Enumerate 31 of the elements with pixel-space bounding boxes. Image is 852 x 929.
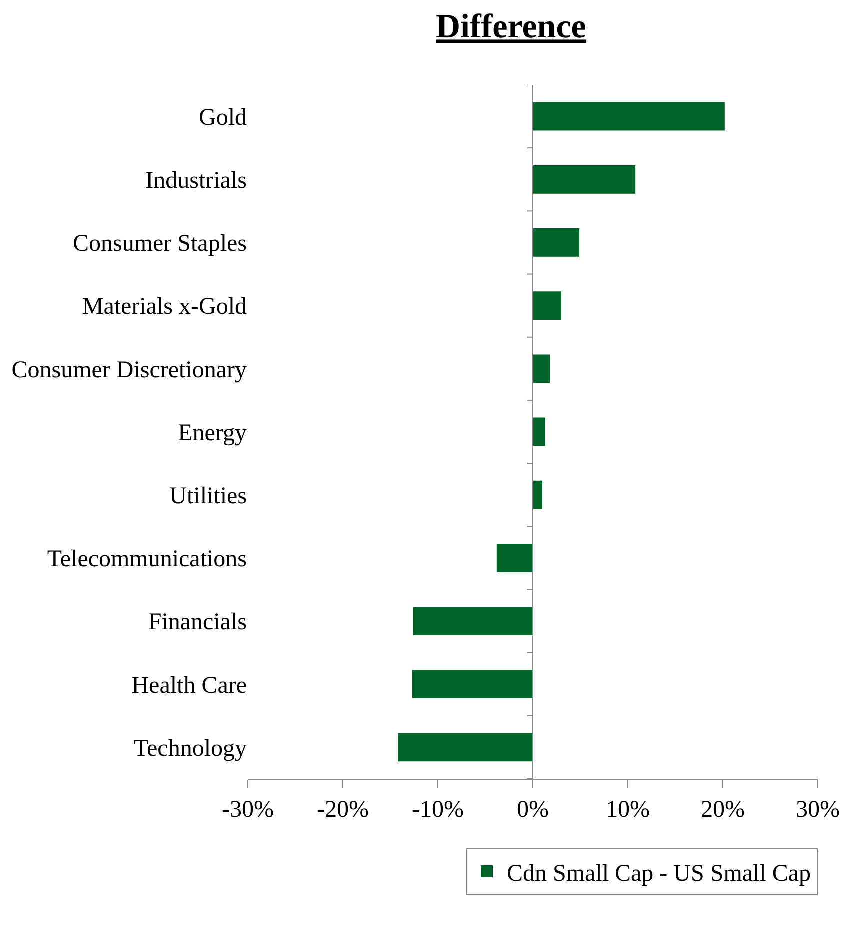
bar [533,418,546,446]
bar [533,292,562,320]
x-tick-label: 10% [606,796,650,823]
x-tick-label: -20% [317,796,369,823]
bar [533,165,636,194]
bar [533,354,550,384]
x-tick-label: 30% [796,796,840,823]
x-tick-label: 20% [701,796,745,823]
bar [533,480,542,510]
y-tick-label: Financials [148,610,247,636]
chart-title: Difference [436,8,586,46]
y-tick-label: Utilities [170,483,247,510]
bar [496,544,533,572]
bar [412,670,533,699]
y-tick-label: Gold [199,104,247,131]
y-tick-label: Industrials [146,168,247,194]
x-tick-label: 0% [517,796,549,823]
y-tick-label: Health Care [132,672,247,699]
y-tick-label: Telecommunications [47,546,247,573]
x-tick-label: -10% [412,796,464,823]
bar [533,228,580,257]
y-tick-label: Technology [134,736,247,762]
y-tick-label: Energy [178,420,247,446]
y-tick-label: Consumer Discretionary [12,357,247,384]
y-tick-label: Materials x-Gold [82,294,247,320]
legend-label: Cdn Small Cap - US Small Cap [507,860,812,887]
y-tick-label: Consumer Staples [73,231,247,258]
bar [533,102,725,131]
x-tick-label: -30% [222,796,274,823]
bar [413,607,533,636]
bar [398,733,533,762]
